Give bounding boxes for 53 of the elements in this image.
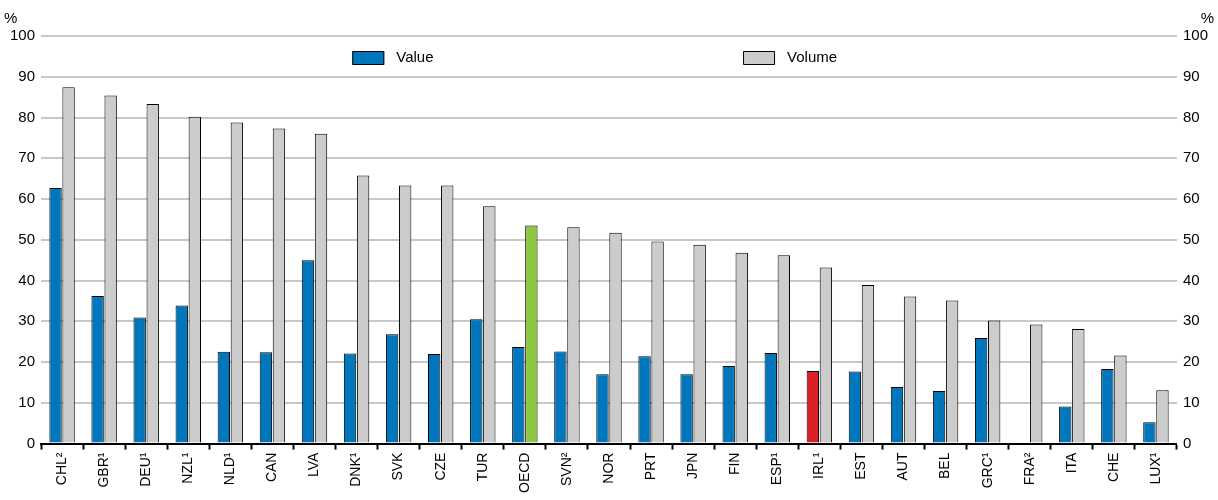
y2-tick-label: 0 [1182, 433, 1192, 451]
y-tick-label: 70 [18, 148, 36, 166]
y-tick-label: 0 [26, 433, 36, 451]
x-tick-label: CZE [431, 452, 448, 481]
x-tick-label: GBR¹ [94, 452, 111, 488]
x-tick-label: DNK¹ [347, 452, 364, 487]
x-tick-label: AUT [894, 452, 911, 481]
x-tick-label: PRT [641, 452, 658, 481]
x-tick-label: ITA [1062, 451, 1079, 474]
y-tick-label: 100 [10, 26, 36, 44]
x-tick-label: GRC¹ [978, 452, 995, 489]
x-tick-label: CHL² [52, 452, 69, 486]
y2-tick-label: 70 [1182, 148, 1200, 166]
x-tick-label: NOR [599, 452, 616, 484]
y-axis-title: % [4, 8, 18, 26]
x-tick-label: DEU¹ [137, 452, 154, 487]
y-tick-label: 40 [18, 270, 36, 288]
x-tick-label: JPN [684, 452, 700, 479]
y-tick-label: 10 [18, 392, 36, 410]
y-tick-label: 20 [18, 352, 36, 370]
legend-label: Volume [787, 48, 838, 66]
x-tick-label: EST [852, 452, 869, 480]
x-tick-label: FRA² [1020, 452, 1037, 486]
x-tick-label: OECD [515, 452, 532, 493]
y-tick-label: 80 [18, 107, 36, 125]
y2-tick-label: 100 [1182, 26, 1208, 44]
x-tick-label: FIN [726, 452, 743, 476]
y2-tick-label: 30 [1182, 311, 1200, 329]
y2-tick-label: 80 [1182, 107, 1200, 125]
y2-axis-title: % [1200, 8, 1214, 26]
y2-tick-label: 50 [1182, 229, 1200, 247]
x-tick-label: LVA [305, 451, 322, 477]
y-tick-label: 30 [18, 311, 36, 329]
x-tick-label: SVN² [557, 452, 574, 486]
x-tick-label: CAN [263, 452, 280, 483]
x-tick-label: ESP¹ [768, 452, 785, 486]
x-tick-label: BEL [936, 452, 953, 480]
y2-tick-label: 40 [1182, 270, 1200, 288]
y-tick-label: 90 [18, 66, 36, 84]
x-tick-label: TUR [473, 452, 490, 482]
y2-tick-label: 90 [1182, 66, 1200, 84]
x-tick-label: NLD¹ [221, 452, 238, 486]
y-tick-label: 50 [18, 229, 36, 247]
y-tick-label: 60 [18, 189, 36, 207]
y2-tick-label: 20 [1182, 352, 1200, 370]
y2-tick-label: 60 [1182, 189, 1200, 207]
x-tick-label: CHE [1104, 452, 1121, 483]
x-tick-label: LUX¹ [1146, 452, 1163, 485]
y2-tick-label: 10 [1182, 392, 1200, 410]
x-tick-label: IRL¹ [810, 452, 827, 479]
x-tick-label: NZL¹ [179, 452, 196, 484]
legend-label: Value [396, 48, 434, 66]
x-tick-label: SVK [389, 451, 406, 481]
